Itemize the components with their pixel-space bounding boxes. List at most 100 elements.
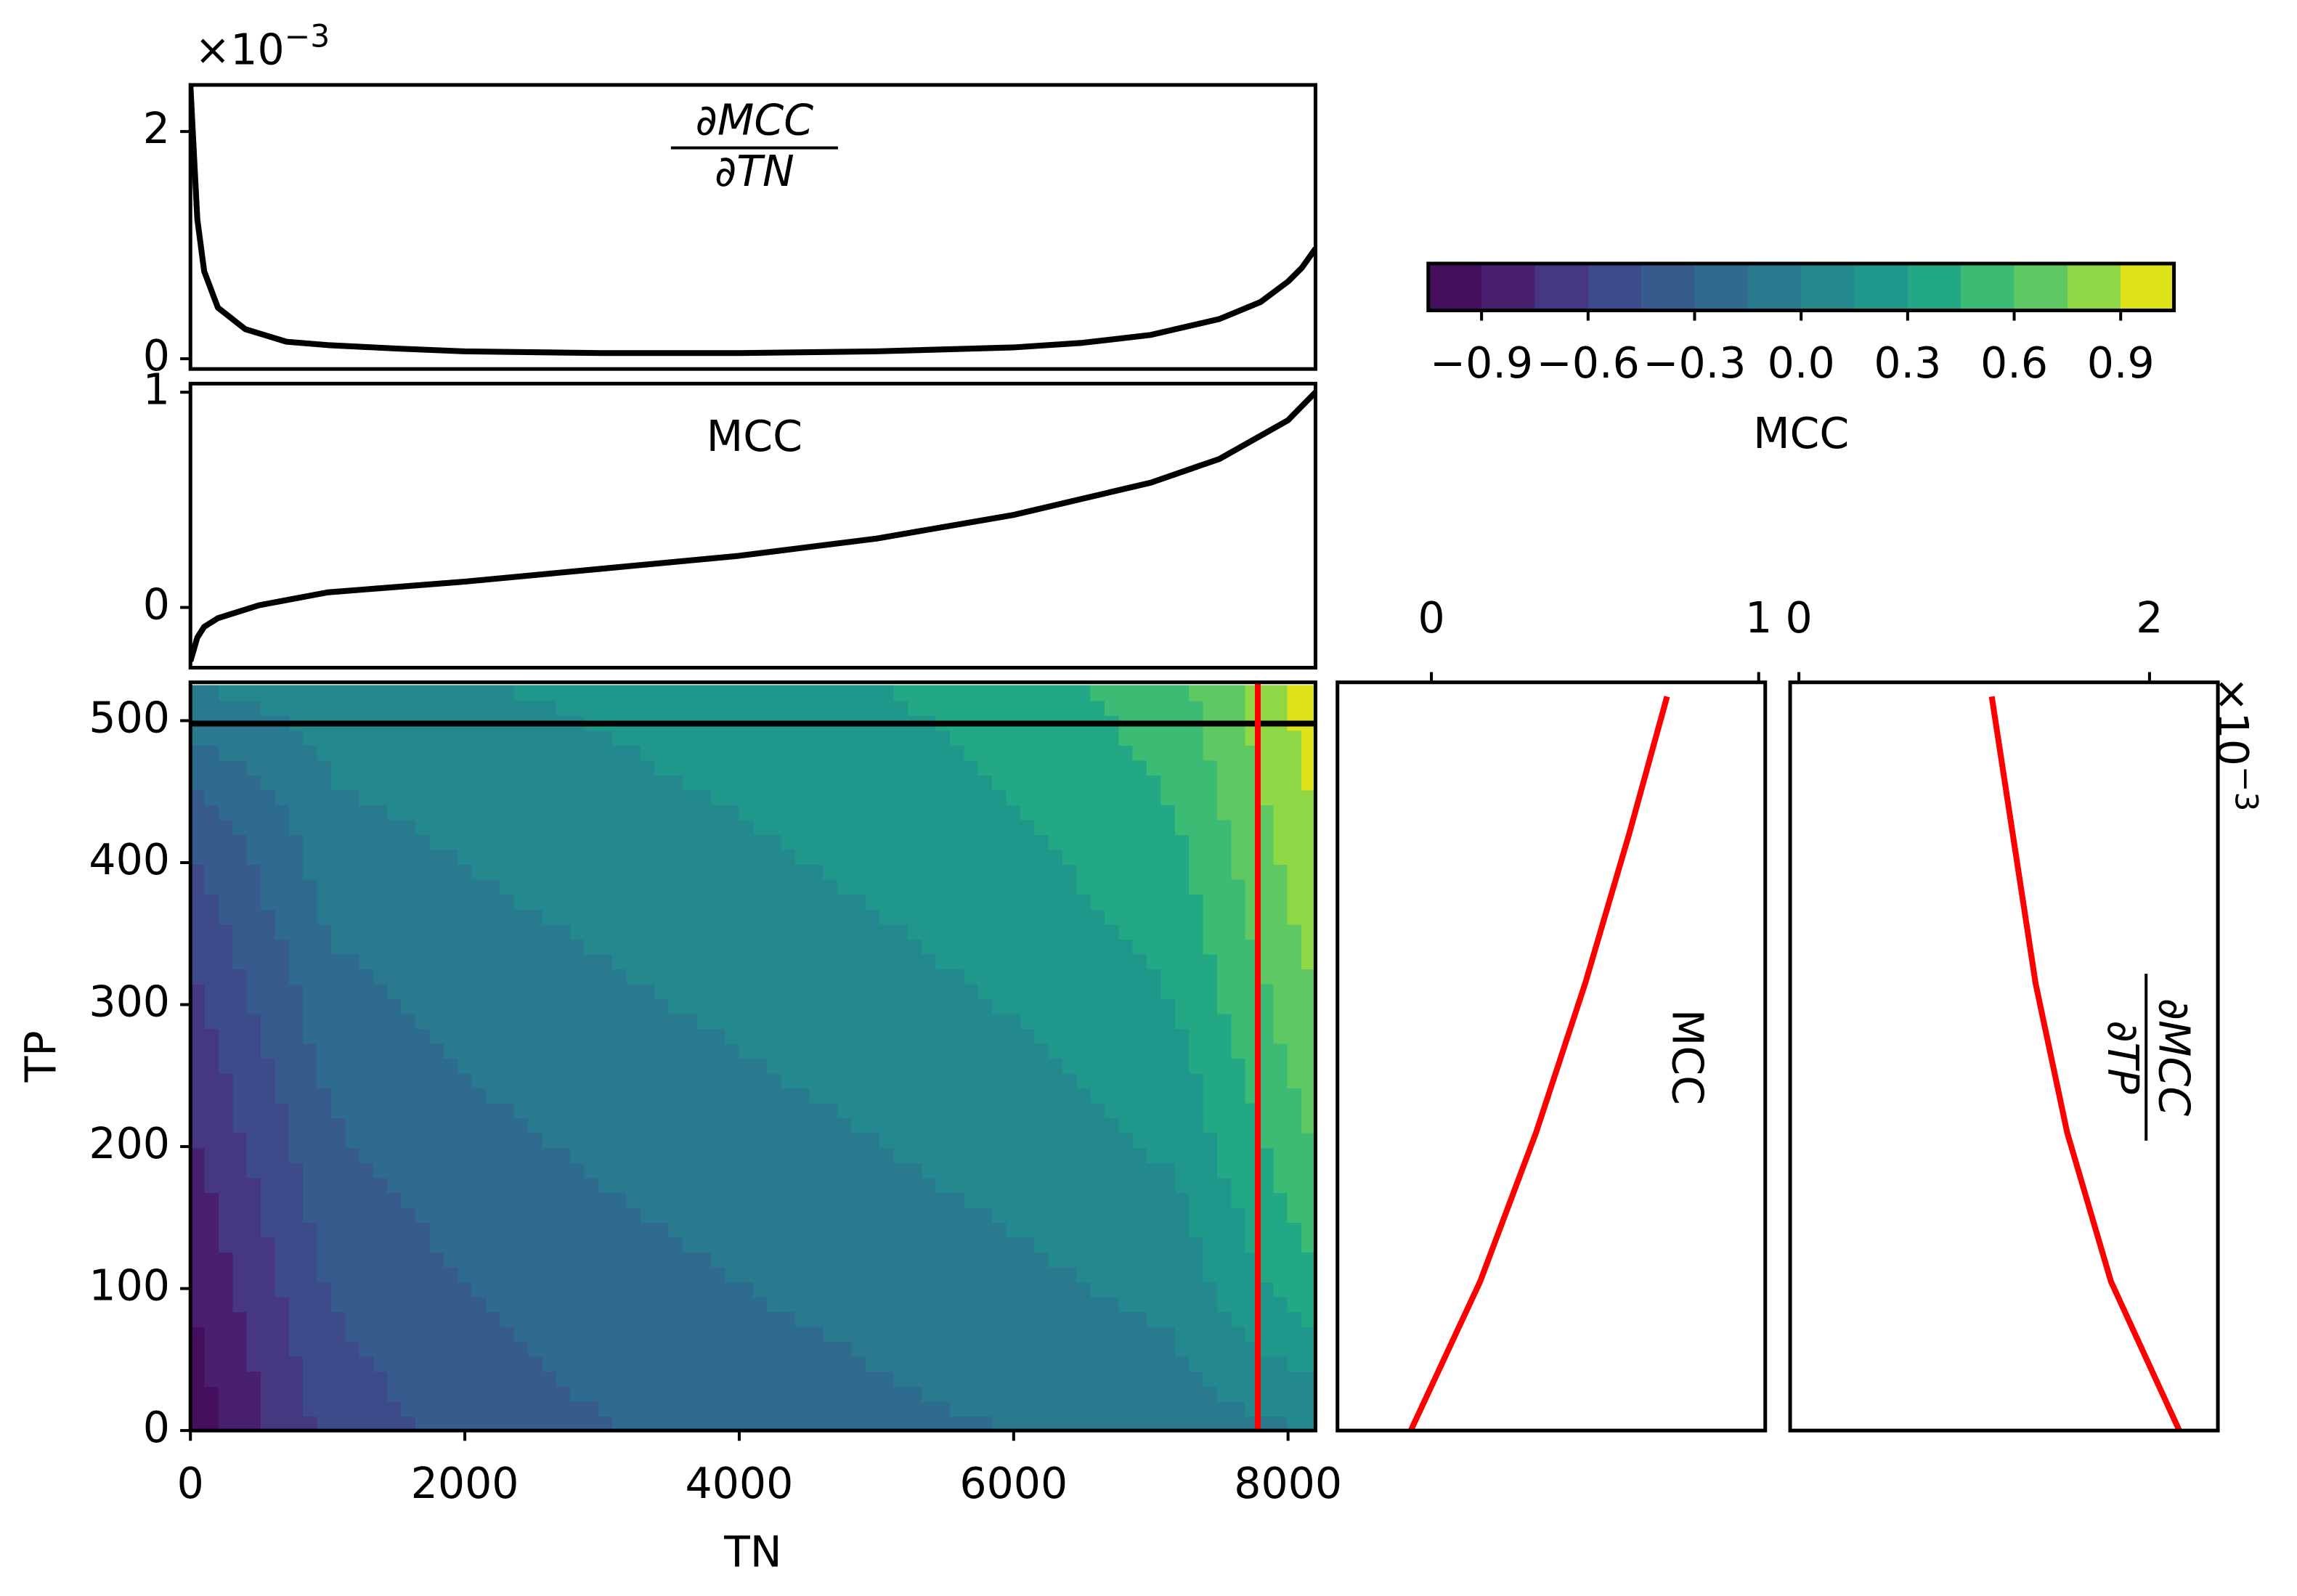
contour-cell: [584, 1415, 600, 1431]
contour-cell: [1189, 1132, 1204, 1149]
contour-cell: [1020, 834, 1036, 850]
contour-cell: [443, 1415, 459, 1431]
contour-cell: [556, 1385, 572, 1402]
contour-cell: [443, 1221, 459, 1238]
contour-cell: [1104, 1207, 1120, 1223]
contour-cell: [261, 1192, 276, 1208]
contour-cell: [612, 908, 627, 925]
contour-cell: [1104, 938, 1120, 955]
contour-cell: [387, 1043, 402, 1059]
contour-cell: [288, 908, 304, 925]
contour-cell: [471, 1147, 487, 1163]
contour-cell: [752, 1177, 768, 1193]
contour-cell: [317, 908, 333, 925]
contour-cell: [794, 1027, 810, 1044]
contour-cell: [837, 968, 853, 985]
contour-cell: [739, 774, 755, 791]
contour-cell: [288, 1162, 304, 1178]
contour-cell: [598, 998, 614, 1014]
contour-cell: [794, 1013, 810, 1030]
contour-cell: [584, 1072, 600, 1089]
contour-cell: [330, 685, 346, 701]
contour-cell: [640, 908, 656, 925]
contour-cell: [1273, 1401, 1288, 1417]
contour-cell: [668, 1072, 684, 1089]
contour-cell: [710, 730, 726, 746]
contour-cell: [1006, 1162, 1022, 1178]
contour-cell: [1203, 1401, 1219, 1417]
contour-cell: [823, 730, 839, 746]
contour-cell: [190, 1147, 206, 1163]
contour-cell: [218, 1072, 234, 1089]
contour-cell: [1231, 1117, 1246, 1133]
contour-cell: [1006, 1401, 1022, 1417]
contour-cell: [1006, 849, 1022, 866]
contour-cell: [458, 730, 473, 746]
contour-cell: [865, 1237, 881, 1253]
contour-cell: [977, 834, 993, 850]
contour-cell: [893, 1102, 909, 1119]
contour-cell: [359, 1340, 375, 1357]
contour-cell: [907, 1207, 923, 1223]
contour-cell: [1006, 1102, 1022, 1119]
contour-cell: [218, 1057, 234, 1074]
title-denominator: ∂TN: [715, 147, 794, 196]
contour-cell: [1090, 1207, 1106, 1223]
contour-cell: [218, 1415, 234, 1431]
contour-cell: [246, 1221, 262, 1238]
y-tick-label: 0: [143, 1403, 170, 1452]
contour-cell: [739, 1162, 755, 1178]
contour-cell: [261, 1401, 276, 1417]
contour-cell: [683, 1266, 698, 1283]
contour-cell: [696, 1177, 712, 1193]
contour-cell: [303, 1147, 318, 1163]
contour-cell: [1174, 1356, 1190, 1372]
contour-cell: [556, 1251, 572, 1268]
contour-cell: [696, 938, 712, 955]
contour-cell: [485, 1027, 501, 1044]
contour-cell: [710, 1311, 726, 1327]
contour-cell: [598, 1207, 614, 1223]
contour-cell: [556, 789, 572, 806]
contour-cell: [288, 879, 304, 895]
contour-cell: [1203, 1072, 1219, 1089]
contour-cell: [949, 1371, 965, 1387]
contour-cell: [1020, 1237, 1036, 1253]
contour-cell: [542, 789, 557, 806]
contour-cell: [977, 1102, 993, 1119]
contour-cell: [345, 924, 360, 940]
contour-cell: [1231, 1072, 1246, 1089]
contour-cell: [330, 1087, 346, 1104]
contour-cell: [190, 1266, 206, 1283]
contour-cell: [725, 819, 740, 836]
contour-cell: [288, 924, 304, 940]
contour-cell: [781, 1132, 797, 1149]
contour-cell: [964, 1237, 979, 1253]
contour-cell: [1231, 834, 1246, 850]
contour-cell: [528, 1340, 543, 1357]
y-axis-label: TP: [17, 1030, 66, 1083]
contour-cell: [1301, 894, 1316, 910]
contour-cell: [1006, 1326, 1022, 1343]
contour-cell: [865, 1162, 881, 1178]
contour-cell: [752, 744, 768, 761]
contour-cell: [303, 1356, 318, 1372]
contour-cell: [949, 998, 965, 1014]
contour-cell: [1189, 730, 1204, 746]
contour-cell: [865, 1311, 881, 1327]
contour-cell: [781, 744, 797, 761]
contour-cell: [1104, 1311, 1120, 1327]
contour-cell: [879, 879, 895, 895]
contour-cell: [837, 1027, 853, 1044]
x-tick-label: 0: [177, 1459, 204, 1508]
contour-cell: [317, 1043, 333, 1059]
contour-cell: [1287, 1415, 1303, 1431]
contour-cell: [1048, 760, 1064, 775]
contour-cell: [964, 760, 979, 775]
contour-cell: [542, 1132, 557, 1149]
contour-cell: [1189, 834, 1204, 850]
contour-cell: [935, 924, 951, 940]
contour-cell: [823, 1057, 839, 1074]
contour-cell: [626, 1132, 642, 1149]
contour-cell: [359, 908, 375, 925]
